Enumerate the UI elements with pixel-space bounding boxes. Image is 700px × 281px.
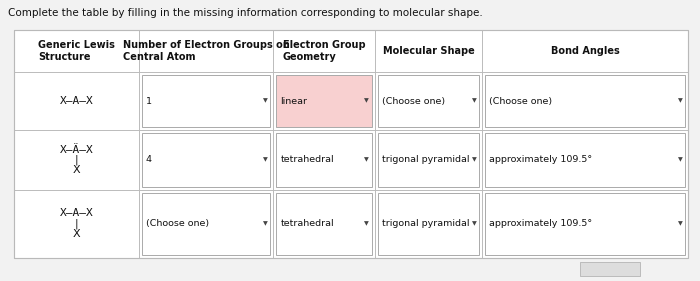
Bar — [485, 75, 685, 127]
Text: ▼: ▼ — [472, 221, 477, 226]
Text: ▼: ▼ — [472, 157, 477, 162]
Text: X: X — [73, 229, 80, 239]
Text: trigonal pyramidal: trigonal pyramidal — [382, 219, 469, 228]
Bar — [276, 192, 372, 255]
Bar — [141, 75, 270, 127]
Text: linear: linear — [281, 97, 307, 106]
Bar — [276, 75, 372, 127]
Text: 1: 1 — [146, 97, 152, 106]
Text: (Choose one): (Choose one) — [489, 97, 552, 106]
Text: ▼: ▼ — [364, 99, 369, 104]
Bar — [377, 192, 480, 255]
Bar — [141, 133, 270, 187]
Text: ▼: ▼ — [263, 221, 268, 226]
Text: X: X — [73, 165, 80, 175]
Text: X–A–X: X–A–X — [60, 96, 93, 106]
Bar — [141, 192, 270, 255]
Text: trigonal pyramidal: trigonal pyramidal — [382, 155, 469, 164]
Text: Molecular Shape: Molecular Shape — [383, 46, 475, 56]
Text: (Choose one): (Choose one) — [146, 219, 209, 228]
Bar — [485, 133, 685, 187]
Bar — [580, 262, 640, 276]
Text: ▼: ▼ — [364, 221, 369, 226]
Text: 4: 4 — [146, 155, 152, 164]
Text: ▼: ▼ — [263, 99, 268, 104]
Text: approximately 109.5°: approximately 109.5° — [489, 219, 593, 228]
Bar — [377, 133, 480, 187]
Text: Generic Lewis
Structure: Generic Lewis Structure — [38, 40, 115, 62]
Text: Complete the table by filling in the missing information corresponding to molecu: Complete the table by filling in the mis… — [8, 8, 483, 18]
Text: |: | — [74, 155, 78, 165]
Text: ▼: ▼ — [678, 157, 682, 162]
Text: |: | — [74, 219, 78, 229]
Text: Number of Electron Groups on
Central Atom: Number of Electron Groups on Central Ato… — [122, 40, 290, 62]
Bar — [14, 30, 688, 258]
Text: ▼: ▼ — [678, 99, 682, 104]
Text: ▼: ▼ — [678, 221, 682, 226]
Bar — [377, 75, 480, 127]
Text: approximately 109.5°: approximately 109.5° — [489, 155, 593, 164]
Text: ▼: ▼ — [472, 99, 477, 104]
Text: Electron Group
Geometry: Electron Group Geometry — [283, 40, 365, 62]
Text: X–A–X: X–A–X — [60, 209, 93, 218]
Text: ▼: ▼ — [263, 157, 268, 162]
Bar — [485, 192, 685, 255]
Text: (Choose one): (Choose one) — [382, 97, 444, 106]
Text: Bond Angles: Bond Angles — [551, 46, 620, 56]
Bar — [276, 133, 372, 187]
Text: tetrahedral: tetrahedral — [281, 155, 334, 164]
Text: ▼: ▼ — [364, 157, 369, 162]
Text: tetrahedral: tetrahedral — [281, 219, 334, 228]
Text: X–Ä–X: X–Ä–X — [60, 144, 93, 155]
